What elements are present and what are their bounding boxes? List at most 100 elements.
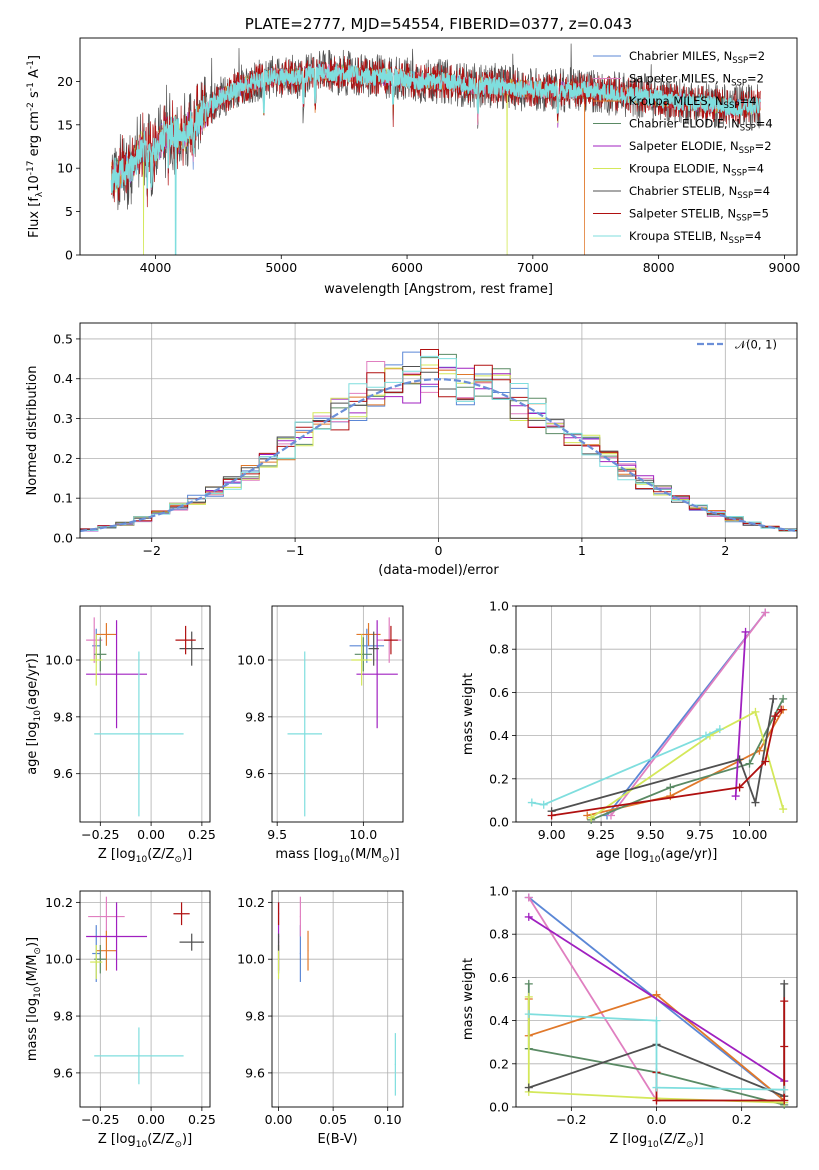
- marker-kroupa_miles-2: [652, 990, 661, 999]
- errorbar-kroupa_elodie: [90, 945, 103, 980]
- y-tick-label: 0.4: [489, 1013, 509, 1028]
- x-axis-label: E(B-V): [317, 1132, 357, 1147]
- y-tick-label: 10.0: [45, 653, 73, 668]
- line-salpeter_miles: [610, 611, 767, 817]
- y-tick-label: 9.6: [245, 766, 265, 781]
- y-tick-label: 0.0: [489, 815, 509, 830]
- panel-weight_z: −0.2 0.0 0.2 0.0 0.2 0.4 0.6 0.8 1.0 Z [log10​(Z/…: [461, 884, 798, 1150]
- line-kroupa_stelib: [531, 728, 721, 806]
- errorbar-salpeter_elodie: [86, 620, 148, 729]
- errorbar-chabrier_stelib: [277, 933, 280, 951]
- line-salpeter_miles: [528, 897, 658, 1101]
- marker-salpeter_elodie-0: [731, 792, 740, 801]
- legend-label-normal: 𝒩(0, 1): [735, 338, 777, 352]
- y-axis-label: mass weight: [461, 958, 476, 1040]
- axes-frame: [271, 605, 404, 823]
- legend-label-chabrier_elodie: Chabrier ELODIE, NSSP=4: [629, 117, 773, 134]
- axes-frame: [515, 605, 798, 823]
- marker-layer: [524, 893, 789, 1109]
- marker-salpeter_stelib-2: [761, 757, 770, 766]
- errorbar-chabrier_stelib: [179, 933, 204, 951]
- histogram-kroupa_stelib: [80, 355, 797, 531]
- legend-label-salpeter_stelib: Salpeter STELIB, NSSP=5: [629, 207, 769, 224]
- series-salpeter_miles: [524, 893, 661, 1105]
- errorbar-salpeter_miles: [88, 896, 125, 937]
- y-tick-label: 9.8: [53, 1009, 73, 1024]
- x-tick-label: 9000: [769, 260, 801, 275]
- errorbar-kroupa_stelib: [394, 1033, 396, 1096]
- y-tick-label: 0.6: [489, 685, 509, 700]
- panel-mass_z: −0.25 0.00 0.25 9.6 9.8 10.0 10.2 Z [log10​(Z/Z…: [25, 890, 216, 1150]
- marker-chabrier_elodie-3: [779, 694, 788, 703]
- marker-kroupa_stelib-0: [527, 798, 536, 807]
- errorbar-salpeter_elodie: [86, 902, 148, 971]
- y-axis-label: mass [log10​(M/M⊙​)]: [25, 937, 43, 1061]
- y-tick-label: 0.4: [489, 728, 509, 743]
- series-kroupa_elodie: [587, 707, 788, 822]
- marker-kroupa_stelib-2: [652, 1083, 661, 1092]
- marker-salpeter_miles-0: [524, 893, 533, 902]
- x-axis-label: Z [log10​(Z/Z⊙​)]: [609, 1132, 703, 1150]
- y-tick-label: 0: [65, 248, 73, 263]
- legend-label-kroupa_elodie: Kroupa ELODIE, NSSP=4: [629, 162, 764, 179]
- y-tick-label: 0.2: [489, 771, 509, 786]
- marker-chabrier_stelib-3: [769, 694, 778, 703]
- y-tick-label: 5: [65, 204, 73, 219]
- legend-label-salpeter_elodie: Salpeter ELODIE, NSSP=2: [629, 139, 772, 156]
- x-tick-label: −0.25: [81, 827, 119, 842]
- y-tick-label: 10.0: [45, 952, 73, 967]
- marker-salpeter_stelib-3: [771, 712, 780, 721]
- chart-title: PLATE=2777, MJD=54554, FIBERID=0377, z=0…: [245, 15, 632, 33]
- errorbar-kroupa_elodie: [90, 634, 103, 686]
- line-salpeter_elodie: [528, 916, 785, 1082]
- x-tick-label: −2: [142, 543, 160, 558]
- marker-chabrier_elodie-0: [524, 979, 533, 988]
- marker-salpeter_stelib-1: [735, 783, 744, 792]
- marker-kroupa_stelib-1: [539, 800, 548, 809]
- y-tick-label: 0.1: [53, 491, 73, 506]
- errorbar-salpeter_stelib: [384, 625, 398, 655]
- x-tick-label: 9.75: [686, 827, 714, 842]
- errorbar-kroupa_stelib: [94, 651, 184, 817]
- marker-salpeter_stelib-1: [652, 1096, 661, 1105]
- spectrum-chabrier_stelib: [111, 43, 761, 211]
- marker-kroupa_elodie-2: [751, 707, 760, 716]
- errorbar-salpeter_elodie: [356, 620, 398, 729]
- y-tick-label: 0.3: [53, 411, 73, 426]
- marker-salpeter_miles-0: [606, 811, 615, 820]
- series-chabrier_stelib: [547, 694, 778, 816]
- marker-kroupa_stelib-2: [701, 731, 710, 740]
- errorbar-salpeter_miles: [86, 617, 103, 663]
- axes-frame: [271, 890, 404, 1108]
- marker-chabrier_stelib-3: [780, 979, 789, 988]
- marker-salpeter_miles-1: [761, 608, 770, 617]
- panel-age_z: −0.25 0.00 0.25 9.6 9.8 10.0 Z [log10​(Z/Z⊙​)]…: [25, 605, 216, 865]
- panel-weight_age: 9.00 9.25 9.50 9.75 10.00 0.0 0.2 0.4 0.6 0.8 1.0 a…: [461, 599, 798, 865]
- y-tick-label: 0.2: [489, 1056, 509, 1071]
- marker-kroupa_stelib-3: [715, 725, 724, 734]
- x-tick-label: 1: [578, 543, 586, 558]
- x-tick-label: 9.25: [587, 827, 615, 842]
- line-kroupa_stelib: [528, 1013, 785, 1091]
- line-salpeter_elodie: [734, 631, 747, 797]
- y-tick-label: 10.0: [237, 952, 265, 967]
- errorbar-salpeter_miles: [299, 896, 301, 937]
- marker-salpeter_stelib-3: [780, 1042, 789, 1051]
- series-kroupa_stelib: [524, 1010, 789, 1094]
- plot-area: [80, 349, 797, 533]
- errorbar-chabrier_elodie: [354, 637, 372, 672]
- panel-age_mass: 9.5 10.0 9.6 9.8 10.0 mass [log10​(M/M⊙​)]: [237, 605, 404, 865]
- marker-salpeter_elodie-0: [524, 912, 533, 921]
- errorbar-salpeter_stelib: [175, 625, 196, 655]
- x-tick-label: 0.10: [374, 1112, 402, 1127]
- x-tick-label: 0.00: [265, 1112, 293, 1127]
- marker-salpeter_stelib-0: [547, 811, 556, 820]
- errorbar-chabrier_stelib: [368, 631, 379, 666]
- x-tick-label: 0.00: [137, 827, 165, 842]
- x-tick-label: −0.25: [81, 1112, 119, 1127]
- x-tick-label: 2: [721, 543, 729, 558]
- y-tick-label: 10.2: [237, 895, 265, 910]
- y-tick-label: 20: [57, 74, 73, 89]
- x-tick-label: 8000: [643, 260, 675, 275]
- plot-area: [86, 896, 204, 1085]
